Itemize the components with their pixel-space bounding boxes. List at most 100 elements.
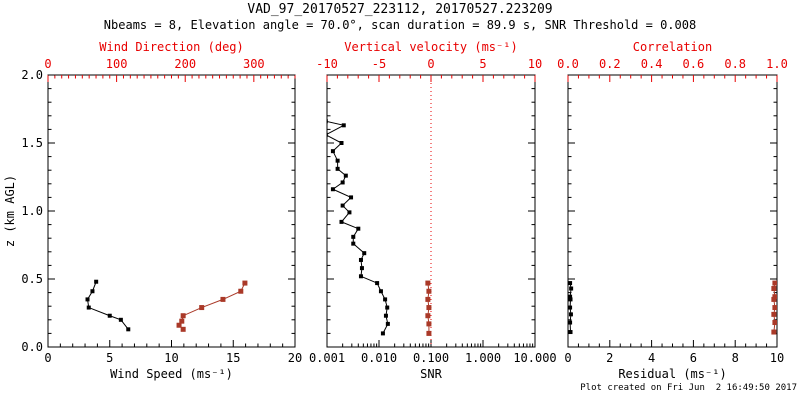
x-tick-label: 0: [44, 57, 51, 71]
x-tick-label: 0: [564, 351, 571, 365]
residual-marker: [568, 297, 573, 302]
wind-speed-marker: [90, 289, 95, 294]
snr-profile-marker: [383, 313, 388, 318]
series-vertical-velocity: [425, 280, 432, 336]
snr-profile-marker: [347, 210, 352, 215]
correlation-marker: [771, 329, 777, 335]
vertical-velocity-marker: [425, 313, 431, 319]
snr-profile-marker: [359, 266, 364, 271]
wind-speed-marker: [85, 297, 90, 302]
x-tick-label: 15: [226, 351, 240, 365]
snr-profile-marker: [351, 241, 356, 246]
snr-profile-marker: [378, 289, 383, 294]
x-tick-label: 0: [44, 351, 51, 365]
snr-profile-marker: [330, 149, 335, 154]
x-tick-label: -5: [372, 57, 386, 71]
x-tick-label: 6: [690, 351, 697, 365]
wind-speed-marker: [126, 327, 131, 332]
x-tick-label: 20: [288, 351, 302, 365]
wind-frame: [47, 74, 296, 348]
snr-profile-marker: [339, 141, 344, 145]
snr-profile-marker: [340, 203, 345, 208]
vertical-velocity-marker: [426, 288, 432, 294]
series-correlation: [771, 280, 777, 335]
x-tick-label: 10: [528, 57, 542, 71]
correlation-marker: [771, 296, 777, 302]
snr-profile-marker: [362, 251, 367, 256]
snr-profile-marker: [358, 274, 363, 279]
wind-direction-marker: [179, 318, 185, 324]
wind-x-axis-bottom: [47, 340, 296, 347]
residual-x-axis-bottom: [567, 340, 778, 347]
vertical-velocity-marker: [426, 321, 432, 327]
correlation-marker: [771, 286, 777, 292]
wind-speed-marker: [94, 279, 99, 284]
snr-profile-marker: [335, 158, 340, 163]
snr-y-axis: [327, 74, 535, 348]
residual-marker: [568, 294, 573, 299]
x-tick-label: 0.0: [557, 57, 579, 71]
snr-profile-marker: [385, 305, 390, 310]
wind-speed-marker: [107, 313, 112, 318]
y-tick-label: 1.5: [21, 136, 43, 150]
snr-profile-marker: [356, 226, 361, 231]
correlation-marker: [772, 294, 777, 300]
residual-marker: [569, 286, 574, 291]
snr-profile-marker: [380, 331, 385, 336]
x-axis-title-top: Correlation: [633, 40, 712, 54]
snr-x-axis-bottom: [326, 340, 536, 347]
snr-profile-marker: [343, 173, 348, 178]
x-tick-label: 0.2: [599, 57, 621, 71]
snr-profile-marker: [383, 297, 388, 302]
wind-direction-line: [178, 282, 246, 330]
correlation-marker: [772, 305, 777, 311]
correlation-marker: [772, 320, 777, 326]
snr-x-axis-top: [326, 75, 536, 82]
snr-profile-marker: [339, 219, 344, 224]
wind-direction-marker: [242, 280, 248, 286]
x-tick-label: 0.010: [361, 351, 397, 365]
wind-direction-marker: [176, 322, 182, 328]
correlation-marker: [772, 280, 777, 286]
wind-direction-marker: [180, 313, 186, 319]
wind-speed-line: [86, 281, 129, 330]
figure-subtitle: Nbeams = 8, Elevation angle = 70.0°, sca…: [103, 18, 697, 32]
snr-profile-marker: [358, 257, 363, 262]
x-tick-label: 10: [770, 351, 784, 365]
snr-profile-marker: [349, 195, 354, 200]
y-tick-label: 2.0: [21, 68, 43, 82]
x-tick-label: 4: [648, 351, 655, 365]
panel-snr: 0.001 0.010 0.100 1.000 10.000 SNR -10 -5 0 5 10 Ve…: [309, 40, 557, 381]
snr-profile-line: [327, 120, 389, 334]
residual-frame: [567, 74, 778, 348]
y-tick-label: 1.0: [21, 204, 43, 218]
wind-speed-marker: [86, 305, 91, 310]
snr-profile-marker: [327, 119, 328, 124]
snr-profile-marker: [385, 321, 390, 326]
correlation-marker: [771, 311, 777, 317]
vertical-velocity-marker: [425, 296, 431, 302]
snr-profile-marker: [340, 180, 345, 185]
x-axis-title-top: Wind Direction (deg): [99, 40, 244, 54]
x-tick-label: 0.4: [641, 57, 663, 71]
residual-marker: [568, 330, 573, 335]
residual-marker: [568, 312, 573, 317]
x-tick-label: 1.0: [766, 57, 788, 71]
wind-direction-marker: [199, 305, 205, 311]
series-residual: [568, 281, 574, 335]
panel-residual: 0 2 4 6 8 10 Residual (ms⁻¹) 0.0 0.2 0.4 0.6 0.8 1.0…: [557, 40, 788, 381]
creation-timestamp: Plot created on Fri Jun 2 16:49:50 2017: [580, 383, 797, 393]
figure-title: VAD_97_20170527_223112, 20170527.223209: [247, 2, 553, 17]
x-tick-label: -10: [316, 57, 338, 71]
x-tick-label: 10: [164, 351, 178, 365]
wind-direction-marker: [238, 288, 244, 294]
x-axis-title-bottom: Wind Speed (ms⁻¹): [110, 367, 233, 381]
snr-profile-marker: [341, 123, 346, 128]
x-tick-label: 0.100: [413, 351, 449, 365]
x-tick-label: 10.000: [513, 351, 556, 365]
y-axis-title: z (km AGL): [3, 175, 17, 247]
x-tick-label: 100: [106, 57, 128, 71]
x-tick-label: 0: [427, 57, 434, 71]
